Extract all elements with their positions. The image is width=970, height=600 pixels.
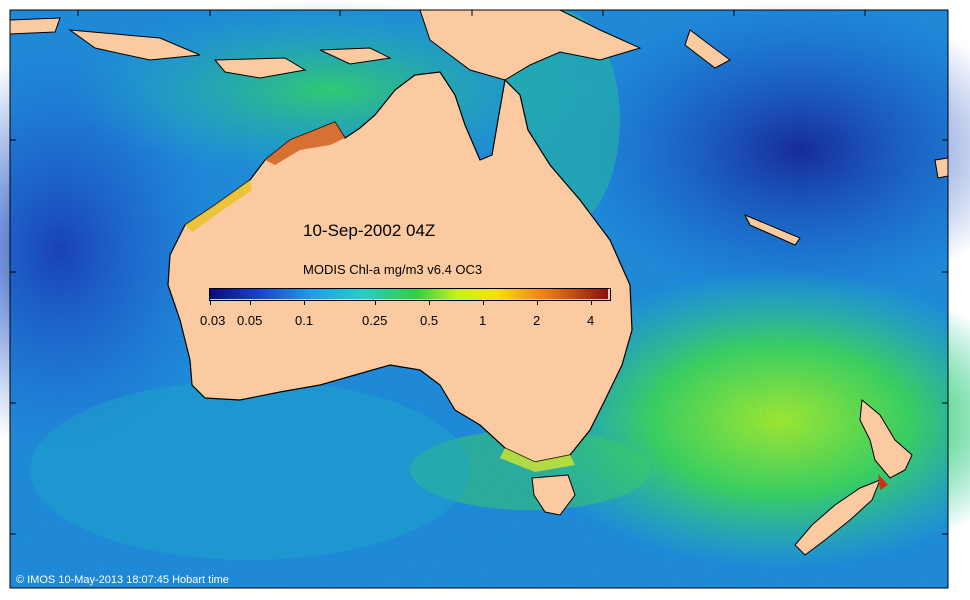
colorbar-tick-label: 0.1 xyxy=(295,313,314,328)
colorbar-tick-mark xyxy=(375,300,376,305)
colorbar-tick-mark xyxy=(210,300,211,305)
java-land xyxy=(68,29,201,61)
nz-north-island xyxy=(859,399,913,479)
map-ticks xyxy=(10,10,948,535)
colorbar-tick-mark xyxy=(250,300,251,305)
timor-land xyxy=(213,57,307,79)
credit-text: © IMOS 10-May-2013 18:07:45 Hobart time xyxy=(16,574,229,586)
colorbar-tick-label: 2 xyxy=(533,313,541,328)
colorbar-tick-mark xyxy=(304,300,305,305)
colorbar-tick-mark xyxy=(591,300,592,305)
nz-south-island xyxy=(794,479,881,556)
colorbar-tick-label: 1 xyxy=(479,313,487,328)
date-label: 10-Sep-2002 04Z xyxy=(303,221,436,240)
map-border xyxy=(9,9,949,589)
new-guinea-land xyxy=(419,9,642,81)
colorbar-tick-label: 0.03 xyxy=(200,313,226,328)
colorbar-tick-label: 0.25 xyxy=(362,313,388,328)
australia-land xyxy=(167,71,633,463)
colorbar xyxy=(209,288,611,301)
new-caledonia-land xyxy=(743,214,801,246)
colorbar-title: MODIS Chl-a mg/m3 v6.4 OC3 xyxy=(303,262,483,277)
colorbar-tick-label: 0.5 xyxy=(420,313,439,328)
tasmania-land xyxy=(531,474,576,516)
colorbar-tick-mark xyxy=(483,300,484,305)
colorbar-tick-label: 4 xyxy=(587,313,595,328)
colorbar-tick-mark xyxy=(429,300,430,305)
colorbar-gradient xyxy=(210,289,608,299)
colorbar-tick-mark xyxy=(537,300,538,305)
colorbar-tick-label: 0.05 xyxy=(237,313,263,328)
